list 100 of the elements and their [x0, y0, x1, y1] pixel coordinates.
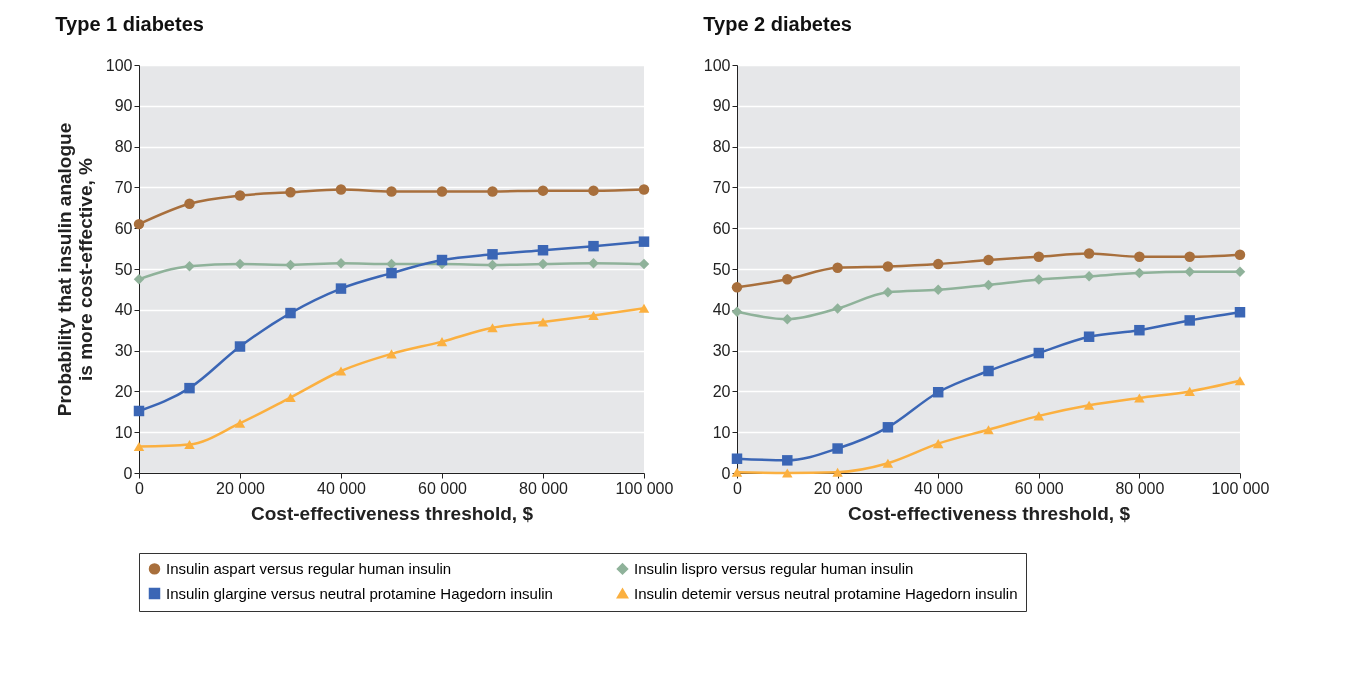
point	[782, 468, 793, 478]
y-tick-label: 40	[114, 301, 133, 319]
y-tick-label: 70	[114, 178, 133, 196]
y-tick-label: 90	[712, 97, 731, 115]
point	[932, 386, 944, 398]
y-tick-label: 50	[712, 260, 731, 278]
point	[932, 439, 944, 449]
point	[832, 262, 843, 274]
point	[832, 443, 843, 454]
point	[638, 236, 650, 247]
x-tick-label: 40 000	[317, 479, 367, 497]
point	[882, 261, 894, 272]
point	[234, 341, 246, 352]
point	[1083, 400, 1095, 410]
point	[1184, 315, 1195, 326]
legend-label: Insulin detemir versus neutral protamine Hagedorn insulin	[634, 584, 1018, 602]
point	[1234, 249, 1246, 260]
x-tick-label: 80 000	[519, 479, 569, 497]
point	[932, 258, 944, 270]
point	[782, 273, 793, 285]
point	[184, 382, 195, 394]
point	[386, 186, 397, 197]
legend-label: Insulin glargine versus neutral protamine Hagedorn insulin	[166, 584, 553, 602]
point	[1033, 274, 1045, 285]
x-tick-label: 100 000	[1211, 479, 1270, 497]
x-tick-label: 80 000	[1115, 479, 1165, 497]
y-tick-label: 0	[123, 464, 133, 482]
point	[1134, 251, 1145, 262]
x-tick-label: 0	[733, 479, 743, 497]
legend-label: Insulin lispro versus regular human insulin	[634, 559, 914, 577]
point	[983, 254, 994, 266]
point	[285, 259, 296, 271]
x-tick-label: 100 000	[615, 479, 674, 497]
point	[1184, 386, 1195, 396]
point	[1184, 251, 1195, 262]
y-tick-label: 80	[114, 138, 133, 156]
x-axis-title: Cost-effectiveness threshold, $	[848, 502, 1131, 524]
point	[537, 185, 549, 196]
point	[386, 267, 397, 279]
x-axis-title: Cost-effectiveness threshold, $	[251, 502, 534, 524]
point	[184, 198, 195, 209]
point	[537, 244, 549, 256]
point	[285, 187, 296, 198]
point	[285, 307, 296, 319]
x-tick-label: 0	[135, 479, 145, 497]
point	[638, 303, 650, 313]
point	[1083, 331, 1095, 342]
point	[588, 258, 599, 269]
y-tick-label: 60	[114, 219, 133, 237]
point	[1234, 376, 1246, 386]
y-tick-label: 10	[712, 423, 731, 441]
point	[882, 458, 894, 468]
point	[882, 287, 894, 298]
point	[487, 259, 498, 271]
y-tick-label: 40	[712, 301, 731, 319]
point	[1134, 267, 1145, 279]
point	[234, 418, 246, 428]
point	[1033, 411, 1045, 421]
y-tick-label: 90	[114, 97, 133, 115]
point	[983, 425, 994, 435]
y-tick-label: 20	[712, 382, 731, 400]
point	[1184, 266, 1195, 278]
point	[487, 323, 498, 333]
point	[133, 218, 145, 230]
y-axis-title: Probability that insulin analogue is more cost-effective, %	[53, 122, 96, 417]
point	[436, 186, 448, 197]
point	[436, 254, 448, 266]
point	[832, 303, 843, 314]
x-tick-label: 60 000	[1014, 479, 1064, 497]
point	[537, 317, 549, 327]
y-tick-label: 60	[712, 219, 731, 237]
y-tick-label: 50	[114, 260, 133, 278]
point	[588, 240, 599, 252]
point	[133, 405, 145, 417]
y-tick-label: 100	[105, 56, 133, 74]
y-tick-label: 10	[114, 423, 133, 441]
point	[386, 349, 397, 359]
y-tick-label: 100	[703, 56, 731, 74]
point	[1033, 251, 1045, 262]
point	[335, 366, 347, 376]
point	[731, 282, 743, 293]
point	[983, 279, 994, 291]
point	[782, 455, 793, 466]
chart-title: Type 1 diabetes	[55, 13, 204, 35]
point	[731, 306, 743, 318]
x-tick-label: 40 000	[914, 479, 964, 497]
x-tick-label: 20 000	[216, 479, 266, 497]
point	[234, 190, 246, 201]
point	[782, 313, 793, 325]
x-tick-label: 60 000	[418, 479, 468, 497]
point	[285, 392, 296, 403]
point	[731, 453, 743, 464]
point	[588, 185, 599, 196]
point	[1083, 271, 1095, 282]
point	[133, 441, 145, 452]
point	[1083, 248, 1095, 259]
point	[335, 184, 347, 195]
point	[1234, 266, 1246, 278]
legend-label: Insulin aspart versus regular human insulin	[166, 559, 452, 577]
point	[638, 184, 650, 195]
